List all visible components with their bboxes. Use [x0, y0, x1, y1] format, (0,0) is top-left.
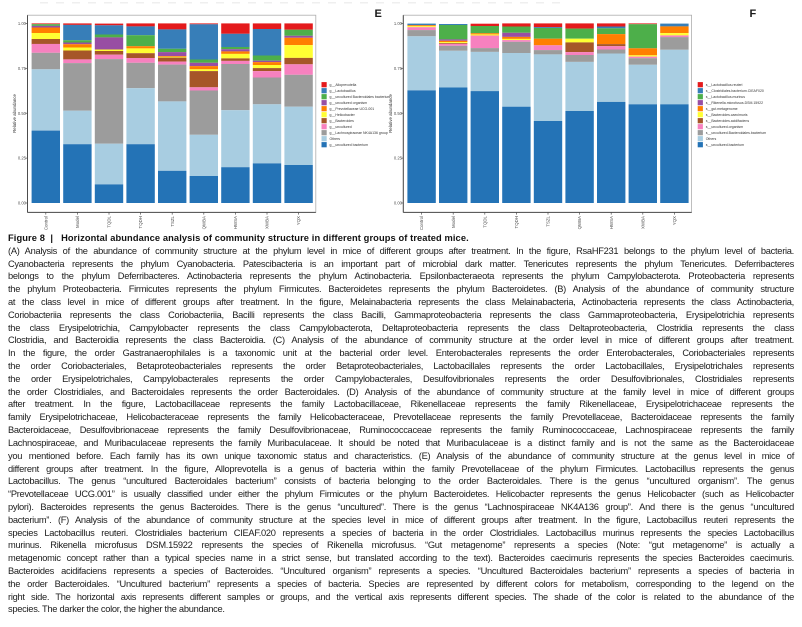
- svg-text:s__gut.metagenome: s__gut.metagenome: [706, 107, 738, 111]
- svg-text:0.00: 0.00: [18, 201, 27, 206]
- svg-text:YQX: YQX: [296, 216, 301, 225]
- svg-text:1.00: 1.00: [18, 21, 27, 26]
- svg-text:TQDH: TQDH: [514, 216, 519, 228]
- svg-text:s__Bacteroides.caecimuris: s__Bacteroides.caecimuris: [706, 113, 748, 117]
- svg-text:Others: Others: [330, 137, 341, 141]
- svg-text:Others: Others: [706, 137, 717, 141]
- svg-text:0.00: 0.00: [394, 201, 403, 206]
- svg-text:0.25: 0.25: [394, 156, 403, 161]
- svg-text:s__Clostridiales.bacterium.CIE: s__Clostridiales.bacterium.CIEAF020: [706, 89, 764, 93]
- svg-text:0.25: 0.25: [18, 156, 27, 161]
- svg-text:Relative abundance: Relative abundance: [388, 94, 393, 133]
- svg-text:Relative abundance: Relative abundance: [12, 94, 17, 133]
- svg-text:HWSA: HWSA: [233, 216, 238, 229]
- svg-text:TSZL: TSZL: [170, 215, 175, 226]
- svg-text:s__uncultured.organism: s__uncultured.organism: [706, 125, 743, 129]
- svg-text:QWBA: QWBA: [577, 216, 582, 229]
- svg-text:g__Alloprevotella: g__Alloprevotella: [330, 83, 357, 87]
- svg-text:g__uncultured organism: g__uncultured organism: [330, 101, 368, 105]
- svg-text:TQDL: TQDL: [107, 215, 112, 227]
- svg-text:g__uncultured Bacteroidales ba: g__uncultured Bacteroidales bacterium: [330, 95, 391, 99]
- svg-text:s__uncultured.bacterium: s__uncultured.bacterium: [706, 143, 744, 147]
- svg-text:g__Lachnospiraceae NK4A136 gro: g__Lachnospiraceae NK4A136 group: [330, 131, 388, 135]
- svg-text:F: F: [750, 8, 757, 20]
- svg-text:0.50: 0.50: [18, 111, 27, 116]
- svg-text:Model: Model: [75, 216, 80, 228]
- svg-text:s__Rikenella.microfusus.DSM.15: s__Rikenella.microfusus.DSM.15922: [706, 101, 763, 105]
- svg-text:g__uncultured bacterium: g__uncultured bacterium: [330, 143, 369, 147]
- svg-text:YQX: YQX: [672, 216, 677, 225]
- svg-text:g__Lactobacillus: g__Lactobacillus: [330, 89, 356, 93]
- svg-text:Control: Control: [43, 216, 48, 230]
- svg-text:g__Helicobacter: g__Helicobacter: [330, 113, 356, 117]
- svg-text:TSZL: TSZL: [546, 215, 551, 226]
- svg-text:1.00: 1.00: [394, 21, 403, 26]
- svg-text:TQDL: TQDL: [482, 215, 487, 227]
- svg-text:Control: Control: [419, 216, 424, 230]
- svg-text:g__Bacteroides: g__Bacteroides: [330, 119, 355, 123]
- svg-text:s__uncultured.Bacteroidales.ba: s__uncultured.Bacteroidales.bacterium: [706, 131, 767, 135]
- svg-text:TQDH: TQDH: [138, 216, 143, 228]
- svg-text:s__Bacteroides.acidifaciens: s__Bacteroides.acidifaciens: [706, 119, 750, 123]
- svg-text:g__Prevotellaceae UCG-001: g__Prevotellaceae UCG-001: [330, 107, 375, 111]
- svg-text:HWSA: HWSA: [609, 216, 614, 229]
- svg-text:XWBA: XWBA: [640, 216, 645, 229]
- svg-text:g__uncultured: g__uncultured: [330, 125, 352, 129]
- svg-text:0.50: 0.50: [394, 111, 403, 116]
- svg-text:XWBA: XWBA: [265, 216, 270, 229]
- svg-text:s__Lactobacillus.murinus: s__Lactobacillus.murinus: [706, 95, 746, 99]
- svg-text:s__Lactobacillus.reuteri: s__Lactobacillus.reuteri: [706, 83, 743, 87]
- svg-text:QWBA: QWBA: [201, 216, 206, 229]
- svg-text:0.75: 0.75: [18, 66, 27, 71]
- svg-text:Model: Model: [451, 216, 456, 228]
- svg-text:E: E: [375, 8, 382, 20]
- svg-text:0.75: 0.75: [394, 66, 403, 71]
